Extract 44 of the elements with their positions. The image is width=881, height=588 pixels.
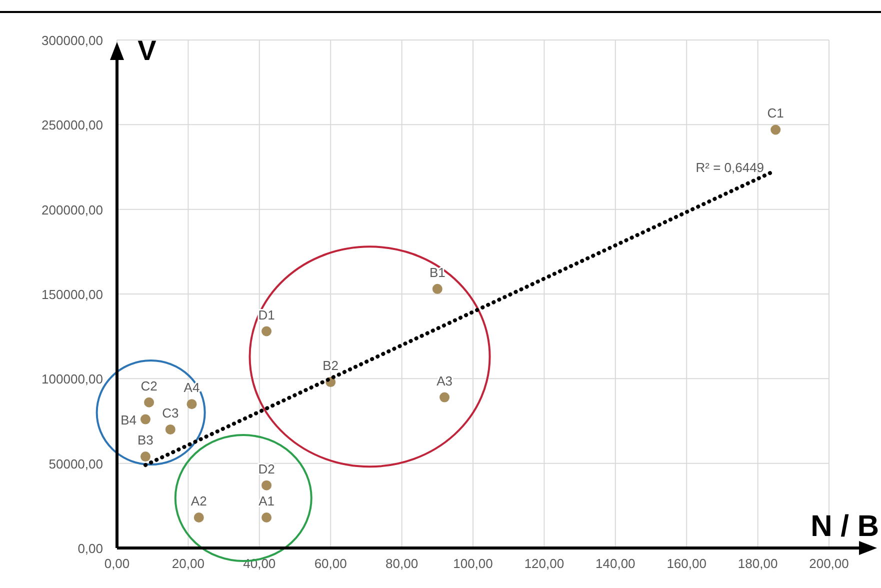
point: [440, 392, 450, 402]
y-tick-label: 200000,00: [42, 202, 103, 218]
annotation: D2: [258, 461, 275, 476]
annotation: A3: [436, 373, 452, 388]
annotation: B4: [120, 412, 136, 428]
x-tick-label: 140,00: [596, 556, 636, 571]
y-tick-label: 250000,00: [42, 118, 103, 133]
annotation: A2: [190, 494, 207, 509]
annotation: C1: [767, 106, 784, 121]
point: [140, 452, 150, 462]
annotation: D1: [258, 307, 275, 322]
y-axis-title: V: [138, 35, 157, 66]
x-tick-label: 80,00: [386, 556, 418, 571]
x-tick-label: 0,00: [104, 556, 130, 571]
point: [262, 326, 272, 336]
x-tick-label: 20,00: [172, 556, 204, 571]
annotation: A1: [258, 494, 274, 509]
point: [144, 397, 154, 408]
annotation: B2: [322, 358, 339, 374]
x-tick-label: 180,00: [738, 556, 778, 571]
y-tick-label: 50000,00: [48, 456, 103, 472]
annotation: C2: [140, 378, 158, 394]
y-tick-label: 150000,00: [42, 287, 103, 302]
x-tick-label: 120,00: [524, 556, 564, 571]
point: [165, 424, 176, 434]
x-tick-label: 160,00: [666, 556, 706, 571]
x-tick-label: 100,00: [453, 556, 493, 571]
point: [186, 399, 197, 410]
point: [140, 414, 150, 424]
point: [194, 512, 204, 523]
annotation: B3: [138, 432, 154, 448]
point: [262, 512, 272, 523]
annotation: R² = 0,6449: [696, 160, 764, 176]
x-tick-label: 60,00: [314, 556, 347, 571]
annotation: B1: [429, 264, 446, 280]
x-tick-label: 200,00: [809, 556, 849, 571]
point: [262, 480, 272, 490]
y-tick-label: 100000,00: [42, 372, 103, 387]
point: [770, 124, 781, 135]
y-tick-label: 300000,00: [42, 33, 103, 48]
point: [432, 284, 442, 294]
x-axis-title: N / B: [810, 510, 879, 543]
y-tick-label: 0,00: [78, 541, 103, 556]
annotation: C3: [162, 405, 179, 420]
